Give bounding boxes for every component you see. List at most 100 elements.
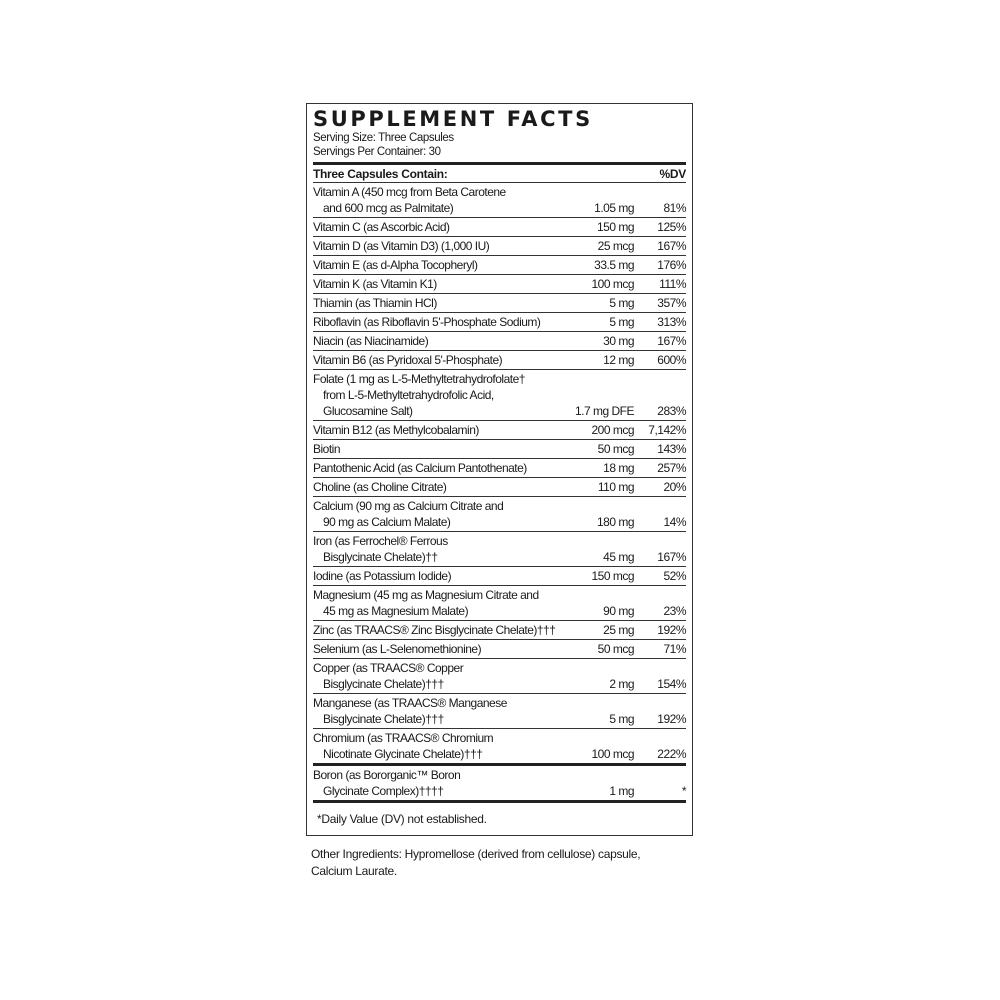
daily-value: 7,142% [648, 423, 686, 437]
amount: 110 mg [597, 480, 635, 494]
nutrient-name: Copper (as TRAACS® Copper Bisglycinate Ch… [313, 660, 562, 692]
table-row: Vitamin K (as Vitamin K1) 100 mcg 111% [313, 274, 687, 293]
amount: 1 mg [609, 784, 634, 798]
daily-value: 313% [657, 315, 686, 329]
amount: 100 mcg [591, 747, 634, 761]
table-row: Biotin 50 mcg 143% [313, 439, 687, 458]
header-dv: %DV [659, 167, 687, 181]
amount: 25 mg [603, 623, 634, 637]
nutrient-name-line: Selenium (as L-Selenomethionine) [313, 642, 482, 656]
daily-value: 600% [657, 353, 686, 367]
nutrient-name: Folate (1 mg as L-5-Methyltetrahydrofola… [313, 371, 562, 419]
nutrient-name: Thiamin (as Thiamin HCl) [313, 295, 562, 311]
daily-value: 222% [657, 747, 686, 761]
amount: 18 mg [603, 461, 634, 475]
nutrient-name-line: Riboflavin (as Riboflavin 5'-Phosphate S… [313, 315, 541, 329]
nutrient-name-line: Bisglycinate Chelate)††† [323, 677, 444, 691]
nutrient-name-line: Boron (as Bororganic™ Boron [313, 768, 461, 782]
daily-value: 81% [663, 201, 686, 215]
daily-value: 154% [657, 677, 686, 691]
daily-value: 20% [663, 480, 686, 494]
table-row: Folate (1 mg as L-5-Methyltetrahydrofola… [313, 369, 687, 420]
other-ingredients-line: Other Ingredients: Hypromellose (derived… [311, 847, 641, 861]
daily-value: 192% [657, 712, 686, 726]
daily-value: 52% [663, 569, 686, 583]
daily-value: 176% [657, 258, 686, 272]
nutrient-table: Vitamin A (450 mcg from Beta Carotene and… [313, 182, 687, 800]
amount: 45 mg [603, 550, 634, 564]
nutrient-name-line: Choline (as Choline Citrate) [313, 480, 447, 494]
nutrient-name: Biotin [313, 441, 562, 457]
table-row: Iodine (as Potassium Iodide) 150 mcg 52% [313, 566, 687, 585]
table-row: Calcium (90 mg as Calcium Citrate and 90 … [313, 496, 687, 531]
amount: 90 mg [603, 604, 634, 618]
nutrient-name: Selenium (as L-Selenomethionine) [313, 641, 562, 657]
amount: 33.5 mg [594, 258, 634, 272]
nutrient-name-line: Vitamin B12 (as Methylcobalamin) [313, 423, 479, 437]
nutrient-name-line: Niacin (as Niacinamide) [313, 334, 429, 348]
table-row: Choline (as Choline Citrate) 110 mg 20% [313, 477, 687, 496]
nutrient-name-line: Magnesium (45 mg as Magnesium Citrate an… [313, 588, 539, 602]
nutrient-name-line: Bisglycinate Chelate)††† [323, 712, 444, 726]
nutrient-name-line: Iodine (as Potassium Iodide) [313, 569, 452, 583]
amount: 50 mcg [597, 642, 635, 656]
nutrient-name: Vitamin E (as d-Alpha Tocopheryl) [313, 257, 562, 273]
amount: 5 mg [609, 712, 634, 726]
footnote: *Daily Value (DV) not established. [317, 812, 487, 826]
amount: 2 mg [609, 677, 634, 691]
nutrient-name: Iodine (as Potassium Iodide) [313, 568, 562, 584]
nutrient-name-line: Biotin [313, 442, 341, 456]
amount: 50 mcg [597, 442, 635, 456]
nutrient-name-line: Vitamin A (450 mcg from Beta Carotene [313, 185, 506, 199]
table-row: Vitamin B12 (as Methylcobalamin) 200 mcg 7… [313, 420, 687, 439]
supplement-facts-panel: SUPPLEMENT FACTS Serving Size: Three Cap… [306, 103, 693, 836]
daily-value: 125% [657, 220, 686, 234]
nutrient-name: Vitamin D (as Vitamin D3) (1,000 IU) [313, 238, 562, 254]
amount: 5 mg [609, 315, 634, 329]
nutrient-name: Niacin (as Niacinamide) [313, 333, 562, 349]
daily-value: 283% [657, 404, 686, 418]
nutrient-name-line: Iron (as Ferrochel® Ferrous [313, 534, 448, 548]
nutrient-name-line: Vitamin D (as Vitamin D3) (1,000 IU) [313, 239, 490, 253]
nutrient-name-line: Pantothenic Acid (as Calcium Pantothenat… [313, 461, 527, 475]
nutrient-name: Choline (as Choline Citrate) [313, 479, 562, 495]
amount: 5 mg [609, 296, 634, 310]
daily-value: 192% [657, 623, 686, 637]
nutrient-name-line: and 600 mcg as Palmitate) [323, 201, 454, 215]
daily-value: 357% [657, 296, 686, 310]
amount: 1.7 mg DFE [574, 404, 635, 418]
nutrient-name-line: Vitamin K (as Vitamin K1) [313, 277, 437, 291]
nutrient-name-line: Bisglycinate Chelate)†† [323, 550, 438, 564]
nutrient-name-line: from L-5-Methyltetrahydrofolic Acid, [323, 388, 494, 402]
label-area: SUPPLEMENT FACTS Serving Size: Three Cap… [306, 103, 706, 880]
table-row: Vitamin C (as Ascorbic Acid) 150 mg 125% [313, 217, 687, 236]
table-row: Pantothenic Acid (as Calcium Pantothenat… [313, 458, 687, 477]
table-row: Vitamin D (as Vitamin D3) (1,000 IU) 25 m… [313, 236, 687, 255]
table-row: Chromium (as TRAACS® Chromium Nicotinate … [313, 728, 687, 763]
nutrient-name-line: Chromium (as TRAACS® Chromium [313, 731, 494, 745]
table-row: Iron (as Ferrochel® Ferrous Bisglycinate … [313, 531, 687, 566]
daily-value: 257% [657, 461, 686, 475]
table-row: Copper (as TRAACS® Copper Bisglycinate Ch… [313, 658, 687, 693]
amount: 150 mg [596, 220, 635, 234]
nutrient-name: Boron (as Bororganic™ Boron Glycinate Com… [313, 767, 562, 799]
nutrient-name: Pantothenic Acid (as Calcium Pantothenat… [313, 460, 562, 476]
header-contents: Three Capsules Contain: [313, 167, 448, 181]
amount: 30 mg [603, 334, 634, 348]
amount: 12 mg [603, 353, 634, 367]
nutrient-name-line: Copper (as TRAACS® Copper [313, 661, 464, 675]
nutrient-name: Vitamin A (450 mcg from Beta Carotene and… [313, 184, 562, 216]
daily-value: 14% [663, 515, 686, 529]
nutrient-name: Riboflavin (as Riboflavin 5'-Phosphate S… [313, 314, 562, 330]
daily-value: 167% [657, 550, 686, 564]
nutrient-name: Zinc (as TRAACS® Zinc Bisglycinate Chela… [313, 622, 562, 638]
nutrient-name-line: Vitamin C (as Ascorbic Acid) [313, 220, 450, 234]
daily-value: 111% [659, 277, 686, 291]
daily-value: 143% [657, 442, 686, 456]
amount: 100 mcg [591, 277, 634, 291]
panel-title: SUPPLEMENT FACTS [313, 107, 593, 131]
amount: 180 mg [596, 515, 635, 529]
servings-per-container: Servings Per Container: 30 [313, 146, 441, 158]
daily-value: 23% [663, 604, 686, 618]
other-ingredients-line: Calcium Laurate. [311, 864, 397, 878]
